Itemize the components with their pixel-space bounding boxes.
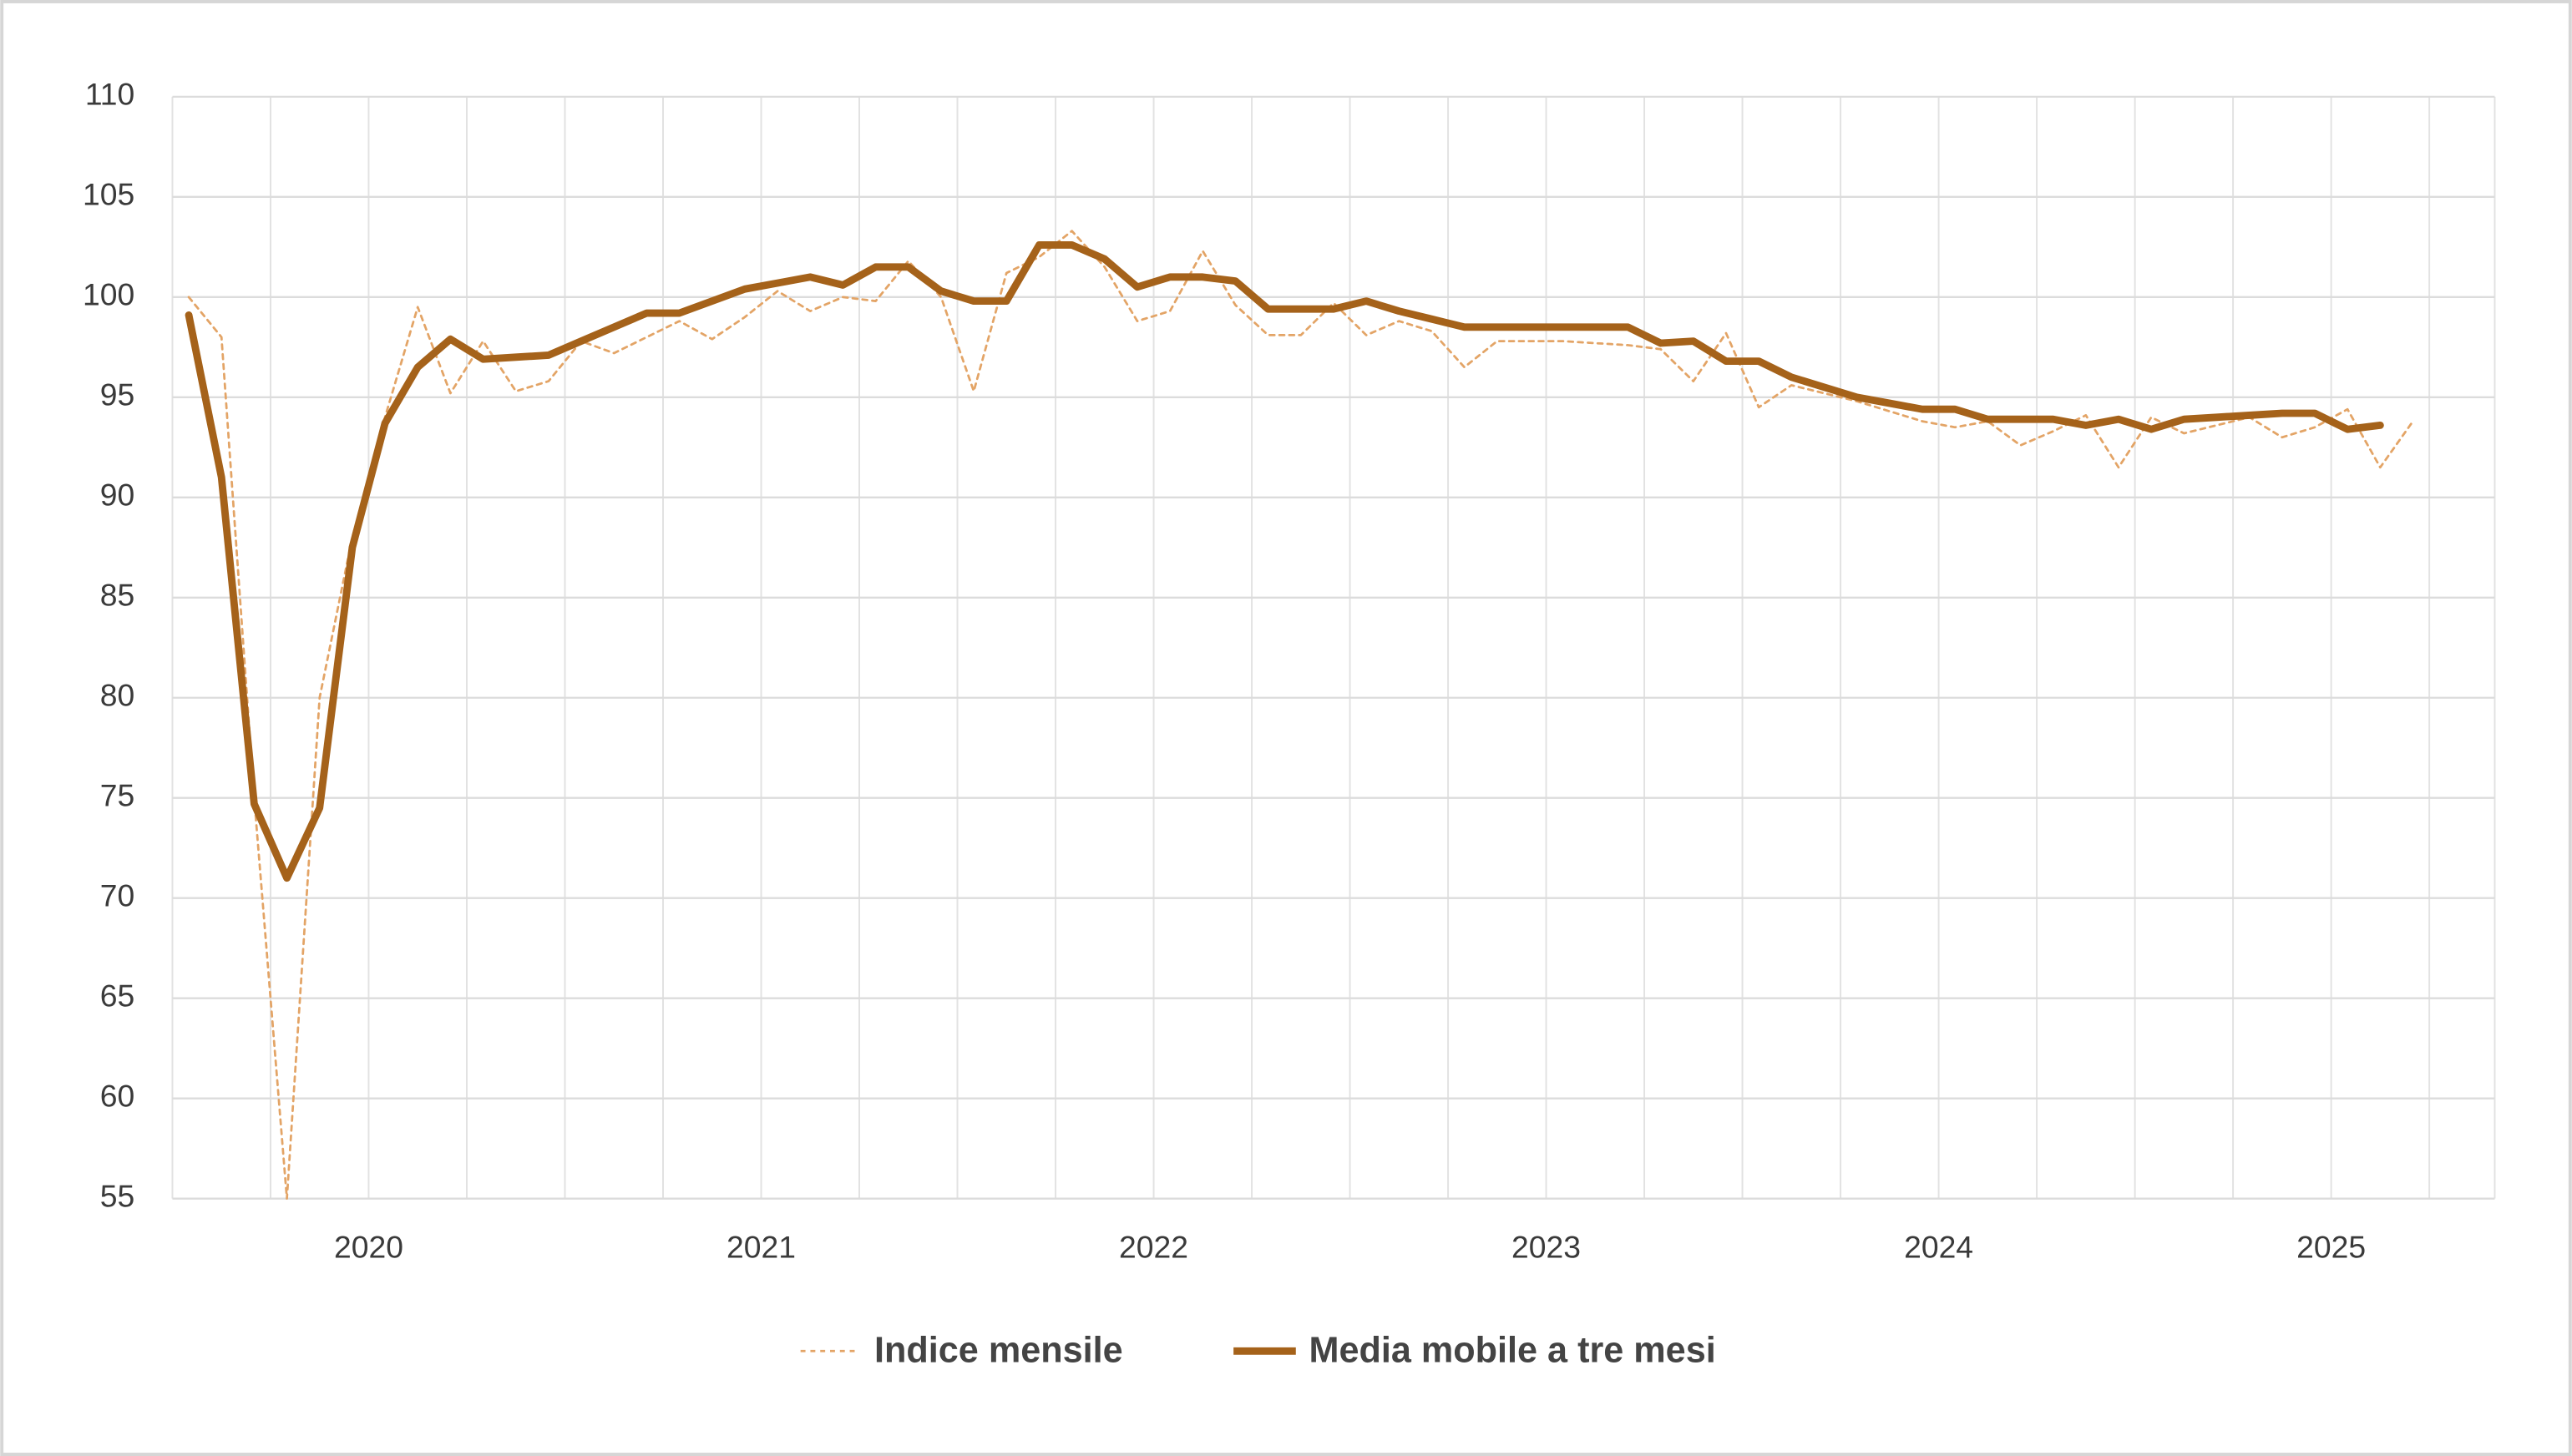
y-tick-label: 55 [100, 1179, 135, 1214]
x-tick-label: 2023 [1511, 1229, 1581, 1264]
y-tick-label: 75 [100, 778, 135, 813]
x-tick-label: 2020 [334, 1229, 403, 1264]
line-series [185, 241, 2384, 882]
x-tick-label: 2025 [2296, 1229, 2366, 1264]
y-tick-label: 110 [85, 77, 134, 112]
grid: 55 60 65 70 75 80 85 90 95 100 105 110 2020 2021 2022 2… [83, 77, 2496, 1264]
legend: Indice mensile Media mobile a tre mesi [800, 1331, 1716, 1371]
y-tick-label: 105 [83, 177, 134, 212]
y-tick-label: 60 [100, 1079, 135, 1114]
y-tick-label: 65 [100, 978, 135, 1014]
x-tick-label: 2024 [1904, 1229, 1973, 1264]
y-tick-label: 100 [83, 277, 134, 312]
line-series [187, 230, 2414, 1201]
y-tick-label: 90 [100, 478, 135, 513]
y-tick-label: 95 [100, 377, 135, 412]
y-tick-label: 85 [100, 578, 135, 613]
x-tick-label: 2022 [1119, 1229, 1188, 1264]
y-tick-label: 70 [100, 878, 135, 913]
x-tick-label: 2021 [727, 1229, 796, 1264]
legend-label: Media mobile a tre mesi [1309, 1331, 1715, 1371]
legend-label: Indice mensile [874, 1331, 1123, 1371]
plot [185, 230, 2414, 1201]
y-tick-label: 80 [100, 678, 135, 713]
